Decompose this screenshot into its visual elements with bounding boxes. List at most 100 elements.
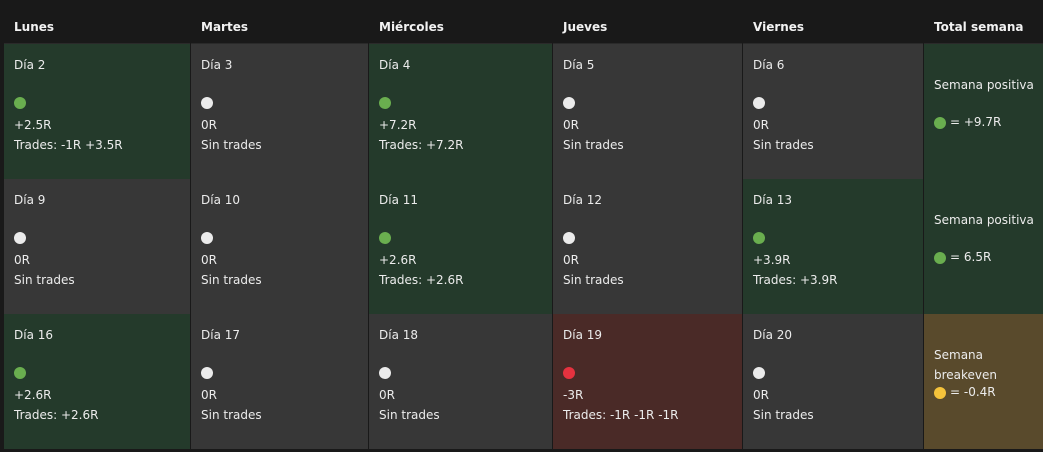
- white-circle-icon: [201, 96, 213, 109]
- day-cell[interactable]: Día 5 0R Sin trades: [553, 44, 742, 179]
- header-miercoles: Miércoles: [369, 9, 552, 44]
- day-trades: Trades: +7.2R: [379, 138, 464, 152]
- status-dot-wrapper: [753, 95, 765, 109]
- day-cell[interactable]: Día 6 0R Sin trades: [743, 44, 923, 179]
- status-dot-wrapper: [14, 230, 26, 244]
- day-r-value: +7.2R: [379, 118, 417, 132]
- status-dot-wrapper: [14, 95, 26, 109]
- day-r-value: 0R: [753, 118, 769, 132]
- day-label: Día 9: [14, 193, 46, 207]
- day-trades: Sin trades: [201, 138, 262, 152]
- white-circle-icon: [379, 366, 391, 379]
- day-cell[interactable]: Día 19 -3R Trades: -1R -1R -1R: [553, 314, 742, 449]
- day-cell[interactable]: Día 11 +2.6R Trades: +2.6R: [369, 179, 552, 314]
- status-dot-wrapper: [379, 365, 391, 379]
- red-circle-icon: [563, 366, 575, 379]
- day-r-value: 0R: [563, 118, 579, 132]
- day-cell[interactable]: Día 3 0R Sin trades: [191, 44, 368, 179]
- header-jueves: Jueves: [553, 9, 742, 44]
- day-r-value: 0R: [14, 253, 30, 267]
- week-total-value: = 6.5R: [950, 250, 992, 264]
- day-r-value: 0R: [563, 253, 579, 267]
- header-viernes: Viernes: [743, 9, 923, 44]
- status-dot-wrapper: [563, 230, 575, 244]
- status-dot-wrapper: [563, 365, 575, 379]
- yellow-circle-icon: [934, 386, 946, 399]
- day-label: Día 11: [379, 193, 419, 207]
- white-circle-icon: [753, 96, 765, 109]
- day-cell[interactable]: Día 17 0R Sin trades: [191, 314, 368, 449]
- day-cell[interactable]: Día 16 +2.6R Trades: +2.6R: [4, 314, 190, 449]
- day-cell[interactable]: Día 12 0R Sin trades: [553, 179, 742, 314]
- green-circle-icon: [934, 116, 946, 129]
- day-r-value: 0R: [201, 253, 217, 267]
- day-trades: Trades: -1R -1R -1R: [563, 408, 679, 422]
- green-circle-icon: [379, 231, 391, 244]
- week-total-title: Semana breakeven: [934, 348, 998, 382]
- day-cell[interactable]: Día 2 +2.5R Trades: -1R +3.5R: [4, 44, 190, 179]
- white-circle-icon: [563, 231, 575, 244]
- day-label: Día 17: [201, 328, 241, 342]
- status-dot-wrapper: [379, 230, 391, 244]
- day-label: Día 20: [753, 328, 793, 342]
- green-circle-icon: [379, 96, 391, 109]
- day-r-value: +3.9R: [753, 253, 791, 267]
- day-trades: Sin trades: [563, 273, 624, 287]
- day-cell[interactable]: Día 9 0R Sin trades: [4, 179, 190, 314]
- white-circle-icon: [753, 366, 765, 379]
- day-trades: Trades: -1R +3.5R: [14, 138, 123, 152]
- week-total-value-row: = +9.7R: [934, 114, 1001, 130]
- white-circle-icon: [201, 366, 213, 379]
- white-circle-icon: [201, 231, 213, 244]
- week-total-value: = +9.7R: [950, 115, 1002, 129]
- status-dot-wrapper: [14, 365, 26, 379]
- day-trades: Sin trades: [753, 138, 814, 152]
- day-r-value: 0R: [379, 388, 395, 402]
- day-trades: Trades: +2.6R: [379, 273, 464, 287]
- day-label: Día 18: [379, 328, 419, 342]
- calendar-table: Lunes Martes Miércoles Jueves Viernes To…: [4, 9, 1043, 449]
- day-label: Día 4: [379, 58, 411, 72]
- day-label: Día 12: [563, 193, 603, 207]
- header-martes: Martes: [191, 9, 368, 44]
- day-r-value: +2.6R: [379, 253, 417, 267]
- day-cell[interactable]: Día 20 0R Sin trades: [743, 314, 923, 449]
- day-trades: Sin trades: [201, 408, 262, 422]
- day-r-value: +2.5R: [14, 118, 52, 132]
- week-total-value-row: = -0.4R: [934, 384, 996, 400]
- header-lunes: Lunes: [4, 9, 190, 44]
- day-label: Día 10: [201, 193, 241, 207]
- day-r-value: +2.6R: [14, 388, 52, 402]
- day-r-value: -3R: [563, 388, 584, 402]
- green-circle-icon: [753, 231, 765, 244]
- day-cell[interactable]: Día 13 +3.9R Trades: +3.9R: [743, 179, 923, 314]
- week-total-cell: Semana positiva = 6.5R: [924, 179, 1043, 314]
- status-dot-wrapper: [201, 95, 213, 109]
- day-label: Día 2: [14, 58, 46, 72]
- day-r-value: 0R: [753, 388, 769, 402]
- day-r-value: 0R: [201, 388, 217, 402]
- white-circle-icon: [14, 231, 26, 244]
- day-trades: Trades: +3.9R: [753, 273, 838, 287]
- green-circle-icon: [14, 366, 26, 379]
- status-dot-wrapper: [201, 230, 213, 244]
- day-label: Día 19: [563, 328, 603, 342]
- green-circle-icon: [14, 96, 26, 109]
- week-total-title: Semana positiva: [934, 213, 1034, 227]
- day-label: Día 13: [753, 193, 793, 207]
- day-label: Día 3: [201, 58, 233, 72]
- day-label: Día 6: [753, 58, 785, 72]
- status-dot-wrapper: [379, 95, 391, 109]
- day-cell[interactable]: Día 4 +7.2R Trades: +7.2R: [369, 44, 552, 179]
- day-cell[interactable]: Día 18 0R Sin trades: [369, 314, 552, 449]
- day-trades: Sin trades: [379, 408, 440, 422]
- header-total-semana: Total semana: [924, 9, 1043, 44]
- day-trades: Sin trades: [563, 138, 624, 152]
- day-label: Día 5: [563, 58, 595, 72]
- day-trades: Sin trades: [753, 408, 814, 422]
- green-circle-icon: [934, 251, 946, 264]
- day-trades: Trades: +2.6R: [14, 408, 99, 422]
- status-dot-wrapper: [201, 365, 213, 379]
- day-cell[interactable]: Día 10 0R Sin trades: [191, 179, 368, 314]
- status-dot-wrapper: [753, 230, 765, 244]
